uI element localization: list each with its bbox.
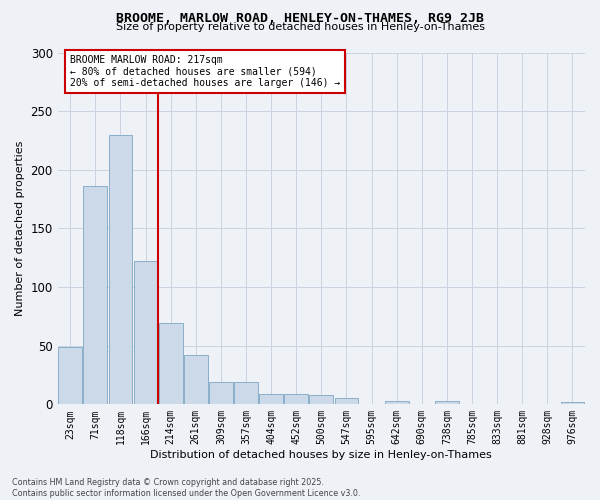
- Text: BROOME, MARLOW ROAD, HENLEY-ON-THAMES, RG9 2JB: BROOME, MARLOW ROAD, HENLEY-ON-THAMES, R…: [116, 12, 484, 26]
- Bar: [310, 395, 333, 404]
- Bar: [385, 401, 409, 404]
- Y-axis label: Number of detached properties: Number of detached properties: [15, 140, 25, 316]
- Bar: [259, 394, 283, 404]
- Bar: [284, 394, 308, 404]
- Text: Size of property relative to detached houses in Henley-on-Thames: Size of property relative to detached ho…: [115, 22, 485, 32]
- Bar: [58, 347, 82, 405]
- Text: Contains HM Land Registry data © Crown copyright and database right 2025.
Contai: Contains HM Land Registry data © Crown c…: [12, 478, 361, 498]
- Bar: [134, 262, 157, 404]
- Bar: [159, 324, 182, 404]
- Bar: [184, 355, 208, 405]
- X-axis label: Distribution of detached houses by size in Henley-on-Thames: Distribution of detached houses by size …: [151, 450, 492, 460]
- Bar: [335, 398, 358, 404]
- Text: BROOME MARLOW ROAD: 217sqm
← 80% of detached houses are smaller (594)
20% of sem: BROOME MARLOW ROAD: 217sqm ← 80% of deta…: [70, 55, 340, 88]
- Bar: [83, 186, 107, 404]
- Bar: [234, 382, 258, 404]
- Bar: [109, 134, 133, 404]
- Bar: [435, 401, 459, 404]
- Bar: [560, 402, 584, 404]
- Bar: [209, 382, 233, 404]
